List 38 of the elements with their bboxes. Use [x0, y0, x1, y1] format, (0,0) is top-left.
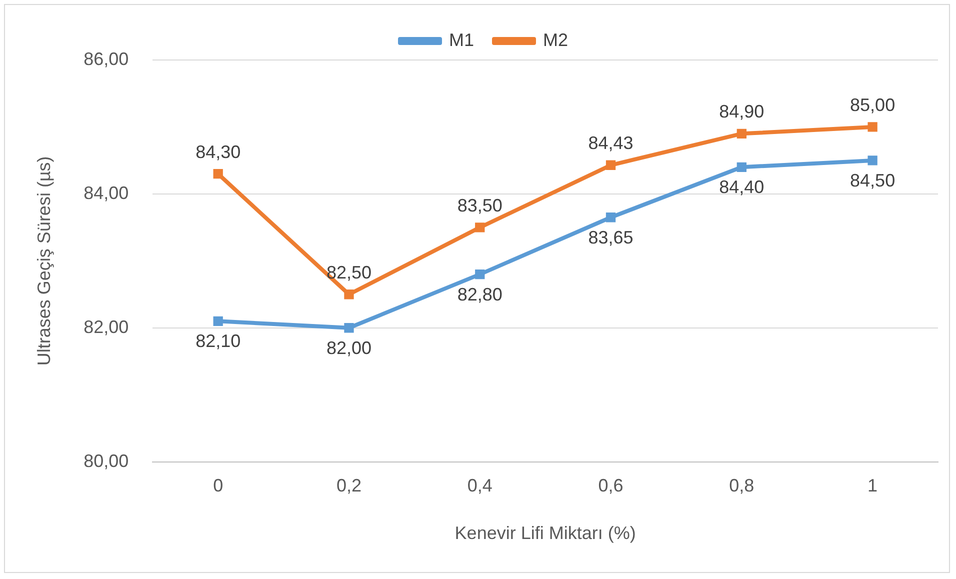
y-tick-label: 82,00 — [84, 316, 129, 337]
point — [736, 162, 746, 172]
data-label: 84,90 — [719, 102, 764, 122]
point — [475, 222, 485, 232]
data-label: 82,80 — [457, 284, 502, 304]
y-tick-label: 80,00 — [84, 450, 129, 471]
data-label: 83,50 — [457, 195, 502, 216]
x-tick-label: 1 — [868, 476, 878, 496]
point — [606, 212, 616, 222]
y-axis-title: Ultrases Geçiş Süresi (µs) — [34, 156, 54, 366]
point — [606, 160, 616, 170]
point — [344, 290, 354, 300]
y-tick-label: 84,00 — [84, 182, 129, 203]
point — [475, 269, 485, 280]
point — [213, 316, 223, 326]
data-label: 84,30 — [196, 142, 241, 162]
x-tick-label: 0,2 — [336, 476, 362, 496]
legend-label: M1 — [448, 30, 474, 50]
legend-label: M2 — [543, 30, 568, 50]
data-label: 82,50 — [326, 262, 372, 282]
x-tick-label: 0,8 — [729, 476, 754, 496]
data-label: 82,10 — [196, 331, 241, 352]
data-label: 85,00 — [850, 94, 896, 115]
data-label: 84,50 — [850, 170, 896, 190]
x-tick-label: 0,6 — [598, 476, 624, 496]
point — [344, 323, 354, 333]
data-label: 84,40 — [719, 177, 764, 198]
point — [213, 169, 223, 179]
y-tick-label: 86,00 — [84, 48, 129, 69]
point — [868, 156, 878, 166]
point — [736, 128, 746, 138]
data-label: 84,43 — [588, 133, 634, 154]
data-label: 83,65 — [588, 227, 634, 248]
point — [868, 122, 878, 132]
x-tick-label: 0 — [213, 476, 224, 496]
data-label: 82,00 — [326, 338, 372, 358]
x-tick-label: 0,4 — [467, 476, 492, 496]
x-axis-title: Kenevir Lifi Miktarı (%) — [454, 523, 636, 544]
